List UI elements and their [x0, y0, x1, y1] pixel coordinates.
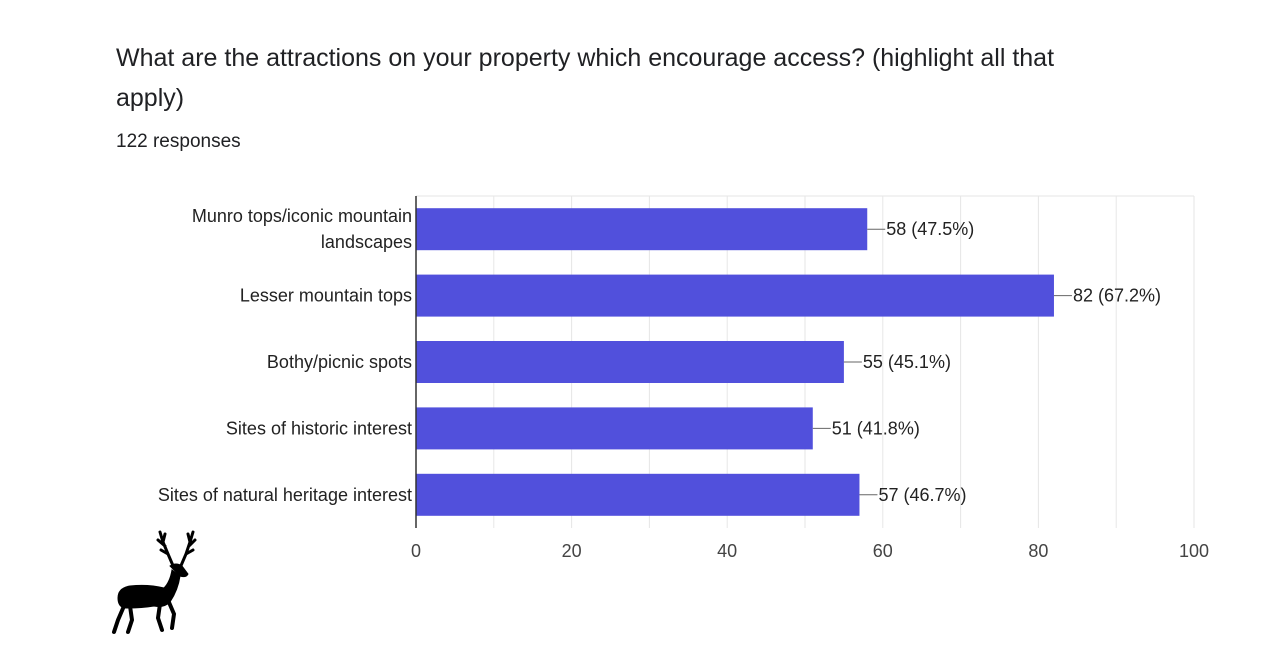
bar — [416, 473, 860, 516]
value-label: 55 (45.1%) — [863, 352, 951, 372]
value-label: 82 (67.2%) — [1073, 286, 1161, 306]
category-label-line: Sites of historic interest — [226, 418, 412, 438]
bar — [416, 208, 868, 251]
category-label: Lesser mountain tops — [240, 286, 412, 306]
category-label-line: Sites of natural heritage interest — [158, 485, 412, 505]
category-label-line: landscapes — [321, 232, 412, 252]
response-count: 122 responses — [116, 131, 241, 152]
x-tick-label: 40 — [717, 541, 737, 561]
bar — [416, 407, 813, 450]
category-label: Sites of natural heritage interest — [158, 485, 412, 505]
x-tick-label: 80 — [1028, 541, 1048, 561]
category-label-line: Munro tops/iconic mountain — [192, 206, 412, 226]
x-tick-label: 20 — [562, 541, 582, 561]
x-tick-label: 0 — [411, 541, 421, 561]
category-label: Munro tops/iconic mountain landscapes — [192, 206, 412, 252]
chart-bars — [416, 208, 1054, 516]
x-tick-label: 60 — [873, 541, 893, 561]
chart-axes: 0 20 40 60 80 100 — [411, 196, 1209, 561]
chart-labels: 58 (47.5%) Munro tops/iconic mountain land… — [158, 206, 1161, 505]
category-label-line: Bothy/picnic spots — [267, 352, 412, 372]
question-title: What are the attractions on your propert… — [116, 44, 1055, 112]
category-label: Sites of historic interest — [226, 418, 412, 438]
deer-silhouette-icon — [112, 530, 197, 634]
value-label: 57 (46.7%) — [878, 485, 966, 505]
bar — [416, 274, 1054, 317]
value-label: 51 (41.8%) — [832, 418, 920, 438]
category-label-line: Lesser mountain tops — [240, 286, 412, 306]
category-label: Bothy/picnic spots — [267, 352, 412, 372]
value-label: 58 (47.5%) — [886, 219, 974, 239]
x-tick-label: 100 — [1179, 541, 1209, 561]
bar — [416, 341, 844, 383]
